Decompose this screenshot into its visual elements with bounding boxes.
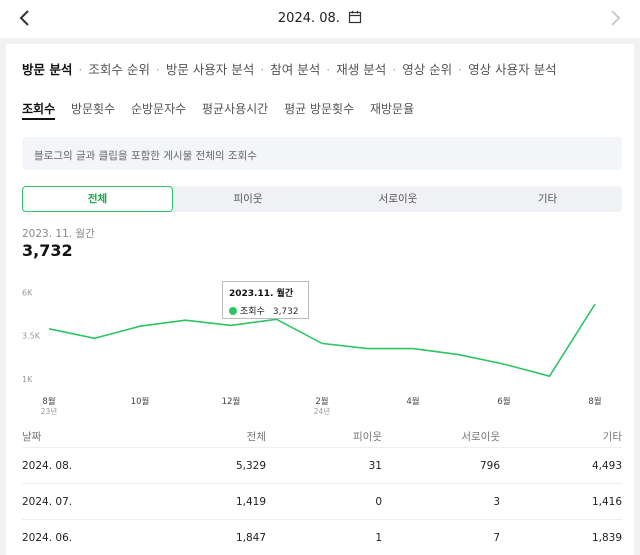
column-header-date: 날짜 bbox=[22, 431, 42, 443]
data-point[interactable] bbox=[227, 321, 235, 329]
audience-segment-control: 전체 피이웃 서로이웃 기타 bbox=[22, 186, 622, 212]
x-tick-sublabel: 23년 bbox=[41, 406, 58, 416]
subtab-avg-time[interactable]: 평균사용시간 bbox=[201, 102, 269, 116]
selected-period: 2023. 11. 월간 bbox=[22, 228, 95, 240]
data-point[interactable] bbox=[546, 372, 554, 380]
data-point[interactable] bbox=[182, 316, 190, 324]
tab-separator: · bbox=[260, 62, 265, 77]
sub-tab-bar: 조회수 방문횟수 순방문자수 평균사용시간 평균 방문횟수 재방문율 bbox=[22, 100, 426, 120]
stats-panel: 방문 분석 · 조회수 순위 · 방문 사용자 분석 · 참여 분석 · 재생 분석 · 영상 순위… bbox=[6, 44, 634, 555]
data-point[interactable] bbox=[45, 325, 53, 333]
subtab-revisit-rate[interactable]: 재방문율 bbox=[369, 102, 415, 116]
tooltip-value: 3,732 bbox=[272, 307, 299, 317]
series-line-views bbox=[48, 303, 596, 378]
cell-date: 2024. 06. bbox=[22, 532, 73, 544]
tab-view-ranking[interactable]: 조회수 순위 bbox=[88, 62, 150, 77]
subtab-avg-visits[interactable]: 평균 방문횟수 bbox=[284, 102, 355, 116]
data-point[interactable] bbox=[500, 360, 508, 368]
y-tick-label: 1K bbox=[22, 375, 33, 384]
subtab-views[interactable]: 조회수 bbox=[22, 102, 56, 120]
data-point[interactable] bbox=[591, 300, 599, 308]
subtab-unique-visitors[interactable]: 순방문자수 bbox=[130, 102, 187, 116]
cell-other: 1,839 bbox=[591, 532, 622, 544]
column-header-neighbors: 피이웃 bbox=[353, 431, 382, 443]
subtab-visits[interactable]: 방문횟수 bbox=[70, 102, 116, 116]
column-header-total: 전체 bbox=[246, 431, 266, 443]
cell-total: 1,847 bbox=[235, 532, 266, 544]
table-row[interactable]: 2024. 07. 1,419 0 3 1,416 bbox=[22, 484, 622, 520]
x-tick-sublabel: 24년 bbox=[314, 406, 331, 416]
table-row[interactable]: 2024. 08. 5,329 31 796 4,493 bbox=[22, 448, 622, 484]
tooltip-title: 2023.11. 월간 bbox=[229, 289, 294, 299]
tab-video-user-analysis[interactable]: 영상 사용자 분석 bbox=[468, 62, 557, 77]
x-tick-label: 8월 bbox=[42, 396, 55, 407]
month-label[interactable]: 2024. 08. bbox=[277, 11, 340, 26]
x-tick-label: 4월 bbox=[406, 396, 419, 407]
cell-total: 5,329 bbox=[235, 460, 266, 472]
cell-neighbors: 0 bbox=[375, 496, 382, 508]
cell-mutual: 7 bbox=[493, 532, 500, 544]
data-point[interactable] bbox=[318, 339, 326, 347]
month-picker[interactable]: 2024. 08. bbox=[0, 10, 640, 26]
table-row[interactable]: 2024. 06. 1,847 1 7 1,839 bbox=[22, 520, 622, 555]
calendar-icon[interactable] bbox=[348, 10, 362, 24]
cell-date: 2024. 08. bbox=[22, 460, 73, 472]
chart-tooltip: 2023.11. 월간 조회수 3,732 bbox=[222, 281, 309, 319]
cell-mutual: 3 bbox=[493, 496, 500, 508]
tab-separator: · bbox=[458, 62, 463, 77]
tab-engagement-analysis[interactable]: 참여 분석 bbox=[270, 62, 321, 77]
monthly-stats-table: 날짜 전체 피이웃 서로이웃 기타 2024. 08. 5,329 31 796… bbox=[22, 426, 622, 555]
segment-all[interactable]: 전체 bbox=[22, 186, 173, 212]
segment-other[interactable]: 기타 bbox=[537, 193, 558, 205]
tab-visit-analysis[interactable]: 방문 분석 bbox=[22, 62, 73, 77]
data-point[interactable] bbox=[136, 322, 144, 330]
cell-date: 2024. 07. bbox=[22, 496, 73, 508]
table-header: 날짜 전체 피이웃 서로이웃 기타 bbox=[22, 426, 622, 448]
tab-playback-analysis[interactable]: 재생 분석 bbox=[336, 62, 387, 77]
chevron-right-icon[interactable] bbox=[604, 7, 626, 29]
tab-video-ranking[interactable]: 영상 순위 bbox=[402, 62, 453, 77]
metric-description: 블로그의 글과 클립을 포함한 게시물 전체의 조회수 bbox=[22, 137, 622, 170]
data-point[interactable] bbox=[91, 334, 99, 342]
y-tick-label: 3.5K bbox=[22, 332, 41, 341]
segment-neighbors[interactable]: 피이웃 bbox=[233, 193, 263, 205]
tooltip-series-label: 조회수 bbox=[240, 307, 265, 317]
tooltip-row: 조회수 3,732 bbox=[229, 304, 302, 317]
data-point[interactable] bbox=[455, 351, 463, 359]
cell-neighbors: 31 bbox=[368, 460, 382, 472]
column-header-other: 기타 bbox=[602, 431, 622, 443]
x-tick-label: 2월 bbox=[315, 396, 328, 407]
cell-neighbors: 1 bbox=[375, 532, 382, 544]
selected-total: 3,732 bbox=[22, 241, 73, 260]
segment-mutual-neighbors[interactable]: 서로이웃 bbox=[378, 193, 418, 205]
y-tick-label: 6K bbox=[22, 289, 33, 298]
main-tab-bar: 방문 분석 · 조회수 순위 · 방문 사용자 분석 · 참여 분석 · 재생 분석 · 영상 순위… bbox=[22, 59, 557, 78]
x-tick-label: 6월 bbox=[497, 396, 510, 407]
data-point[interactable] bbox=[409, 345, 417, 353]
cell-total: 1,419 bbox=[235, 496, 266, 508]
tab-separator: · bbox=[155, 62, 160, 77]
x-tick-label: 10월 bbox=[131, 396, 150, 407]
cell-other: 1,416 bbox=[591, 496, 622, 508]
data-point[interactable] bbox=[364, 345, 372, 353]
tab-visitor-analysis[interactable]: 방문 사용자 분석 bbox=[165, 62, 255, 77]
tab-separator: · bbox=[78, 62, 83, 77]
top-bar: 2024. 08. bbox=[0, 0, 640, 38]
column-header-mutual: 서로이웃 bbox=[461, 431, 500, 443]
cell-mutual: 796 bbox=[479, 460, 500, 472]
tab-separator: · bbox=[392, 62, 397, 77]
tab-separator: · bbox=[326, 62, 331, 77]
x-tick-label: 12월 bbox=[222, 396, 241, 407]
cell-other: 4,493 bbox=[591, 460, 622, 472]
series-dot-icon bbox=[229, 307, 237, 315]
chevron-left-icon[interactable] bbox=[14, 7, 36, 29]
x-tick-label: 8월 bbox=[588, 396, 601, 407]
